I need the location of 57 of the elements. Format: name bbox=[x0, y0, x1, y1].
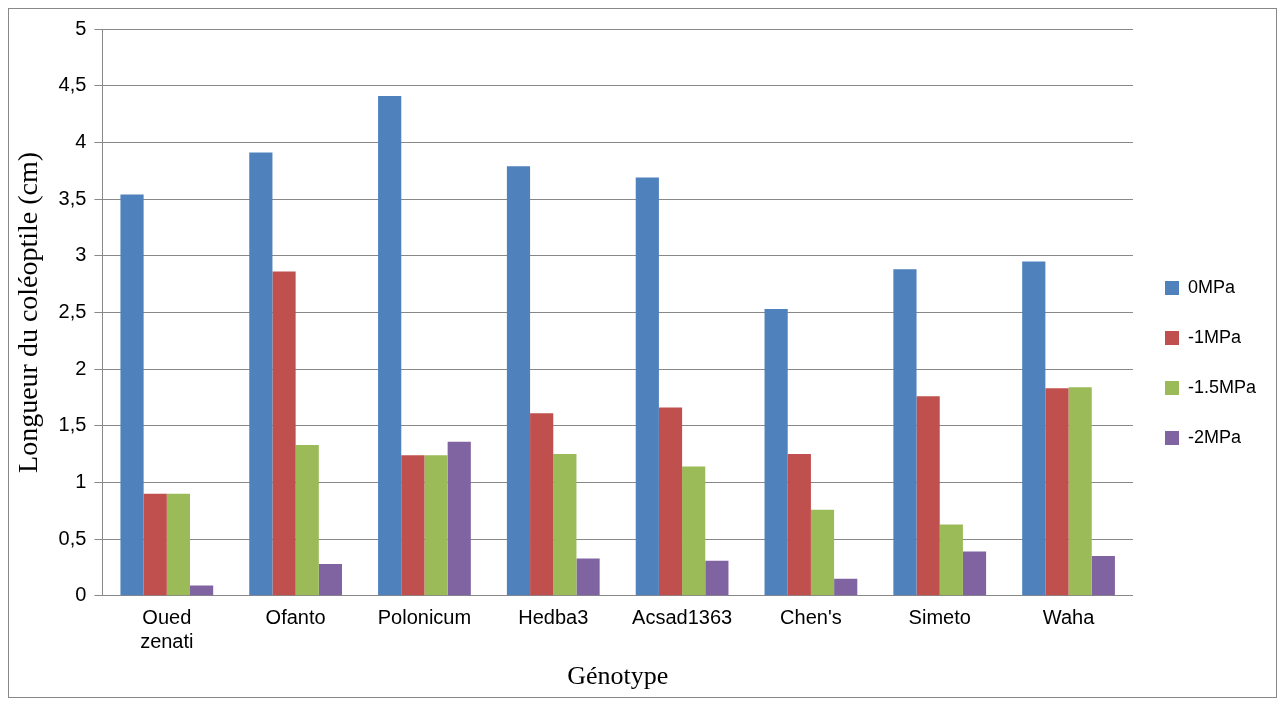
bar bbox=[576, 558, 600, 596]
y-tick-label: 1 bbox=[75, 469, 87, 492]
bar bbox=[190, 585, 214, 596]
bar bbox=[635, 177, 659, 596]
y-tick-label: 3,5 bbox=[58, 186, 87, 209]
bar bbox=[682, 466, 706, 596]
x-tick-label: Waha bbox=[1042, 606, 1096, 629]
x-tick-label: Chen's bbox=[780, 606, 842, 629]
bar bbox=[787, 454, 811, 596]
y-tick-label: 0,5 bbox=[58, 526, 87, 549]
x-tick-label: Hedba3 bbox=[518, 606, 589, 629]
bar bbox=[1045, 388, 1069, 596]
x-tick-label: Oued zenati bbox=[140, 606, 194, 653]
bar bbox=[1091, 556, 1115, 596]
bar bbox=[916, 396, 940, 596]
x-tick-label: Ofanto bbox=[265, 606, 326, 629]
legend-label: -2MPa bbox=[1187, 426, 1242, 447]
bar bbox=[530, 413, 554, 596]
legend-label: 0MPa bbox=[1187, 276, 1236, 297]
bar bbox=[295, 445, 319, 596]
bar bbox=[447, 441, 471, 596]
bar bbox=[424, 455, 448, 596]
bar bbox=[834, 578, 858, 596]
x-axis-title: Génotype bbox=[567, 661, 669, 691]
bar bbox=[553, 454, 577, 596]
bar bbox=[378, 95, 402, 596]
x-tick-label: Polonicum bbox=[377, 606, 472, 629]
y-tick-label: 2,5 bbox=[58, 299, 87, 322]
y-axis-title: Longueur du coléoptile (cm) bbox=[12, 151, 44, 473]
legend-label: -1MPa bbox=[1187, 326, 1242, 347]
bar bbox=[272, 271, 296, 596]
bar bbox=[705, 560, 729, 596]
y-tick-label: 5 bbox=[75, 16, 87, 39]
x-tick-label: Simeto bbox=[908, 606, 971, 629]
bar bbox=[249, 152, 273, 596]
y-tick-label: 2 bbox=[75, 356, 87, 379]
bar bbox=[506, 166, 531, 596]
y-tick-label: 1,5 bbox=[58, 413, 87, 436]
bar bbox=[318, 564, 343, 596]
y-tick-label: 4,5 bbox=[58, 73, 87, 96]
bar bbox=[939, 524, 963, 596]
bar bbox=[120, 194, 144, 596]
bar bbox=[1068, 387, 1092, 596]
bar bbox=[401, 455, 425, 596]
bar bbox=[166, 493, 190, 596]
bar bbox=[893, 269, 917, 596]
bar bbox=[1022, 261, 1046, 596]
bar bbox=[962, 551, 987, 596]
legend-label: -1.5MPa bbox=[1187, 376, 1257, 397]
y-tick-label: 0 bbox=[75, 583, 87, 606]
bar bbox=[658, 407, 683, 596]
bar bbox=[810, 509, 835, 596]
bar bbox=[143, 493, 167, 596]
y-tick-label: 4 bbox=[75, 129, 87, 152]
y-tick-label: 3 bbox=[75, 243, 87, 266]
bar bbox=[764, 309, 788, 596]
x-tick-label: Acsad1363 bbox=[632, 606, 733, 629]
